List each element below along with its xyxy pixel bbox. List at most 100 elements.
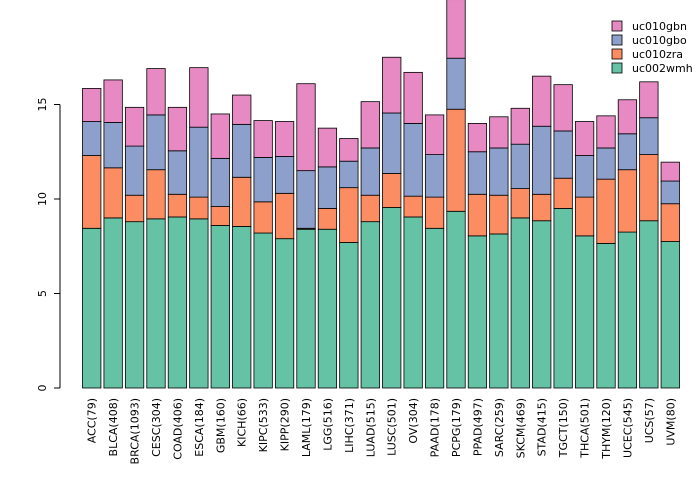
bar-segment-uc010zra — [360, 194, 380, 223]
bars-group — [82, 0, 680, 389]
bar-segment-uc010zra — [253, 201, 273, 234]
bar-segment-uc010gbo — [232, 123, 252, 178]
x-category-label: UCS(57) — [643, 398, 656, 443]
x-category-label: SARC(259) — [493, 398, 506, 457]
bar-segment-uc010gbo — [339, 160, 359, 189]
x-category-label: KIPC(533) — [257, 398, 270, 452]
bar-segment-uc010gbo — [467, 151, 488, 195]
bar-segment-uc002wmh — [467, 235, 488, 389]
bar-segment-uc010gbo — [574, 155, 595, 198]
x-category-label: KIPP(290) — [279, 398, 292, 451]
bar-segment-uc010gbn — [296, 83, 316, 172]
bar-segment-uc010gbn — [596, 115, 616, 149]
x-category-label: PPAD(497) — [471, 398, 484, 456]
bar-segment-uc002wmh — [189, 218, 209, 389]
legend-label-uc010zra: uc010zra — [632, 48, 683, 61]
x-category-label: CESC(304) — [150, 398, 163, 457]
bar-segment-uc002wmh — [532, 220, 552, 389]
bar-segment-uc010gbn — [82, 88, 102, 122]
bar-segment-uc002wmh — [146, 218, 166, 389]
x-category-label: KICH(66) — [236, 398, 249, 447]
x-category-label: PCPG(179) — [450, 398, 463, 457]
bar-segment-uc010gbo — [446, 57, 466, 110]
bar-segment-uc002wmh — [617, 231, 638, 389]
x-category-label: ACC(79) — [86, 398, 99, 443]
bar-segment-uc010gbn — [532, 75, 552, 127]
bar-segment-uc002wmh — [424, 227, 445, 389]
bar-segment-uc002wmh — [274, 238, 295, 389]
y-tick-label: 5 — [36, 290, 49, 297]
bar-segment-uc010gbn — [189, 67, 209, 128]
bar-segment-uc002wmh — [167, 216, 188, 389]
bar-segment-uc010zra — [532, 193, 552, 222]
bar-segment-uc010gbn — [446, 0, 466, 59]
bar-segment-uc010zra — [103, 167, 123, 219]
bar-segment-uc002wmh — [639, 220, 659, 389]
bar-segment-uc010zra — [232, 176, 252, 227]
bar-segment-uc010gbo — [532, 125, 552, 195]
bar-segment-uc002wmh — [124, 221, 145, 389]
bar-segment-uc010gbn — [124, 106, 145, 147]
bar-segment-uc010zra — [639, 154, 659, 222]
bar-segment-uc010gbn — [424, 114, 445, 155]
bar-segment-uc010gbo — [639, 117, 659, 155]
legend-label-uc010gbo: uc010gbo — [632, 34, 687, 47]
x-category-label: COAD(406) — [171, 398, 184, 460]
bar-segment-uc010zra — [167, 193, 188, 218]
bar-segment-uc010zra — [146, 169, 166, 220]
bar-segment-uc010gbn — [467, 123, 488, 153]
legend-swatch-uc010zra — [611, 48, 623, 60]
x-category-label: ESCA(184) — [193, 398, 206, 457]
bar-segment-uc010gbn — [510, 107, 530, 145]
x-category-label: THCA(501) — [579, 398, 592, 459]
bar-segment-uc010gbn — [660, 161, 680, 182]
bar-segment-uc010gbn — [339, 138, 359, 162]
bar-segment-uc010gbo — [82, 121, 102, 156]
bar-segment-uc002wmh — [296, 228, 316, 389]
legend-swatch-uc010gbo — [611, 34, 623, 46]
legend-swatch-uc002wmh — [611, 62, 623, 74]
bar-segment-uc002wmh — [553, 208, 573, 389]
bar-segment-uc010gbo — [103, 122, 123, 169]
bar-segment-uc010zra — [403, 195, 423, 218]
bar-segment-uc010zra — [660, 203, 680, 242]
bar-segment-uc002wmh — [82, 227, 102, 389]
legend-label-uc010gbn: uc010gbn — [632, 20, 687, 33]
x-category-label: TGCT(150) — [557, 398, 570, 458]
bar-segment-uc010zra — [574, 196, 595, 237]
bar-segment-uc002wmh — [317, 228, 338, 389]
bar-segment-uc010gbn — [360, 101, 380, 149]
bar-segment-uc002wmh — [403, 216, 423, 389]
bar-segment-uc010gbn — [167, 106, 188, 152]
bar-segment-uc010gbo — [317, 166, 338, 209]
bar-segment-uc010zra — [467, 193, 488, 237]
bar-segment-uc002wmh — [489, 233, 509, 389]
bar-segment-uc010gbo — [660, 180, 680, 205]
bar-segment-uc010gbo — [424, 154, 445, 198]
bar-segment-uc010gbn — [639, 81, 659, 119]
x-category-label: LUSC(501) — [386, 398, 399, 456]
bar-segment-uc010zra — [339, 187, 359, 243]
x-category-label: OV(304) — [407, 398, 420, 444]
bar-segment-uc010gbo — [189, 126, 209, 198]
bar-segment-uc002wmh — [103, 217, 123, 389]
legend-swatch-uc010gbn — [611, 20, 623, 32]
bar-segment-uc010zra — [124, 194, 145, 223]
bar-segment-uc002wmh — [253, 232, 273, 389]
y-tick-label: 10 — [36, 192, 49, 206]
bar-segment-uc010zra — [274, 192, 295, 240]
bar-segment-uc010gbo — [596, 147, 616, 180]
legend-label-uc002wmh: uc002wmh — [632, 62, 693, 75]
bar-segment-uc002wmh — [660, 241, 680, 389]
bar-segment-uc010zra — [446, 108, 466, 212]
bar-segment-uc010gbo — [617, 133, 638, 171]
bar-segment-uc010gbo — [253, 157, 273, 203]
x-category-label: LIHC(371) — [343, 398, 356, 453]
bar-segment-uc002wmh — [382, 207, 402, 389]
bar-segment-uc010gbn — [489, 116, 509, 149]
x-category-label: THYM(120) — [600, 398, 613, 460]
bar-segment-uc002wmh — [232, 226, 252, 389]
bar-segment-uc010zra — [424, 196, 445, 229]
